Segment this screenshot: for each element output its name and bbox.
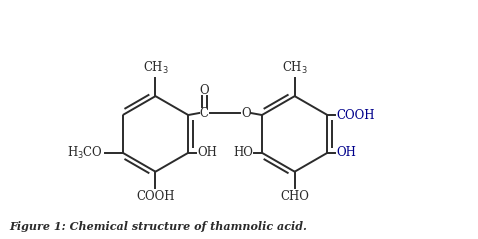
Text: HO: HO — [233, 146, 253, 159]
Text: COOH: COOH — [136, 190, 175, 203]
Text: COOH: COOH — [337, 109, 375, 121]
Text: Figure 1: Chemical structure of thamnolic acid.: Figure 1: Chemical structure of thamnoli… — [10, 221, 307, 232]
Text: CH$_3$: CH$_3$ — [142, 60, 168, 76]
Text: H$_3$CO: H$_3$CO — [67, 145, 103, 161]
Text: OH: OH — [337, 146, 356, 159]
Text: O: O — [199, 84, 209, 97]
Text: OH: OH — [197, 146, 217, 159]
Text: O: O — [241, 107, 251, 120]
Text: C: C — [200, 107, 208, 120]
Text: CH$_3$: CH$_3$ — [282, 60, 308, 76]
Text: CHO: CHO — [280, 190, 309, 203]
